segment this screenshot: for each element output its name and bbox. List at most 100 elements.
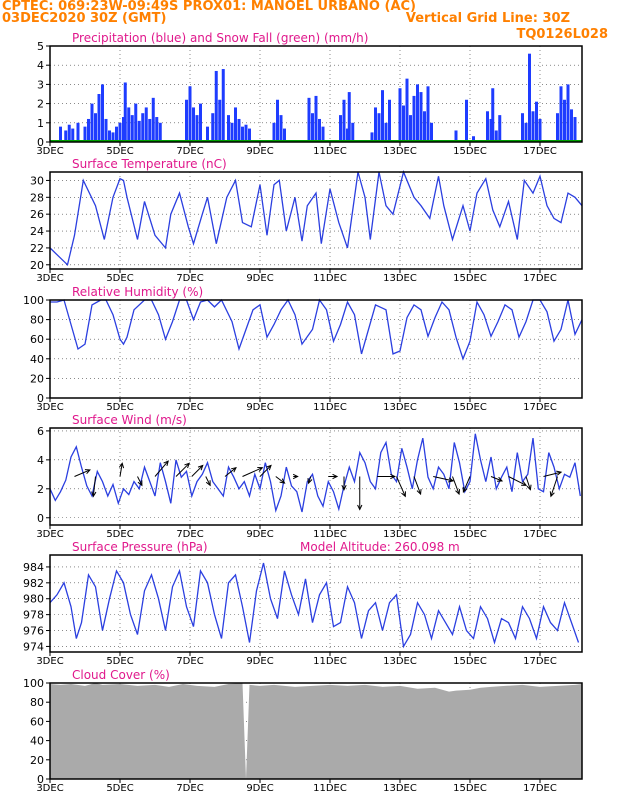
precip-bar <box>563 99 566 142</box>
precip-bar <box>158 122 162 142</box>
precip-bar <box>423 111 426 142</box>
x-tick-label: 3DEC <box>36 656 63 667</box>
precip-bar <box>426 86 430 142</box>
x-tick-label: 9DEC <box>246 273 273 284</box>
wind-vector <box>205 476 211 487</box>
precip-bar <box>494 130 498 142</box>
wind-vector <box>118 462 125 477</box>
wind-vector <box>307 476 313 485</box>
x-tick-label: 15DEC <box>453 402 487 413</box>
y-tick-label: 2 <box>37 483 44 496</box>
panel-title: Relative Humidity (%) <box>72 285 203 299</box>
wind-vector <box>433 476 455 483</box>
precip-bar <box>244 124 248 142</box>
precip-bar <box>388 99 391 142</box>
y-tick-label: 978 <box>23 609 44 622</box>
precip-bar <box>430 122 433 142</box>
panel-title: Surface Pressure (hPa) <box>72 540 208 554</box>
precip-bar <box>307 97 311 142</box>
y-tick-label: 20 <box>30 259 44 272</box>
precip-bar <box>115 126 118 142</box>
precip-bar <box>59 126 62 142</box>
x-tick-label: 11DEC <box>313 273 347 284</box>
precip-bar <box>218 99 222 142</box>
x-tick-label: 9DEC <box>246 783 273 794</box>
precip-bar <box>346 128 349 142</box>
panel-frame <box>49 45 583 143</box>
precip-bar <box>531 111 535 142</box>
panel-title: Surface Wind (m/s) <box>72 413 187 427</box>
x-tick-label: 7DEC <box>176 529 203 540</box>
precip-bar <box>339 115 342 142</box>
station-header: CPTEC: 069:23W-09:49S PROX01: MANOEL URB… <box>2 0 416 14</box>
precip-bar <box>381 90 384 142</box>
precip-bar <box>118 122 122 142</box>
precip-bar <box>419 92 423 142</box>
precip-bar <box>230 122 234 142</box>
precip-bar <box>221 69 225 142</box>
panel-humidity: Relative Humidity (%) 0 20 40 60 80 100 3DEC 5DE… <box>23 285 583 413</box>
precip-bar <box>472 136 475 142</box>
precip-bar <box>454 130 458 142</box>
wind-vector <box>413 476 422 496</box>
precip-bar <box>155 117 159 142</box>
grid-note: Vertical Grid Line: 30Z <box>405 11 570 26</box>
precip-bar <box>566 84 570 142</box>
x-tick-label: 17DEC <box>523 529 557 540</box>
precip-bar <box>398 88 402 142</box>
y-tick-label: 0 <box>37 512 44 525</box>
y-tick-label: 4 <box>37 59 44 72</box>
x-tick-label: 5DEC <box>106 783 133 794</box>
precip-bar <box>192 107 195 142</box>
x-tick-label: 11DEC <box>313 656 347 667</box>
precip-bar <box>108 130 111 142</box>
precip-bar <box>134 103 138 142</box>
precip-bar <box>130 115 134 142</box>
y-tick-label: 0 <box>37 773 44 786</box>
x-tick-label: 11DEC <box>313 783 347 794</box>
y-tick-label: 982 <box>23 577 44 590</box>
precip-bar <box>283 128 286 142</box>
date-header: 03DEC2020 30Z (GMT) <box>2 11 167 26</box>
precip-bar <box>83 126 87 142</box>
panel-frame <box>49 682 583 780</box>
y-tick-label: 3 <box>37 78 44 91</box>
wind-vector <box>275 476 286 484</box>
precip-bar <box>314 95 318 142</box>
x-tick-label: 13DEC <box>383 402 417 413</box>
x-tick-label: 17DEC <box>523 783 557 794</box>
x-tick-label: 15DEC <box>453 783 487 794</box>
panel-pressure: Surface Pressure (hPa) Model Altitude: 26… <box>23 540 583 667</box>
precip-bar <box>559 86 563 142</box>
precip-bar <box>127 107 131 142</box>
y-tick-label: 2 <box>37 98 44 111</box>
precip-bar <box>311 113 314 142</box>
precip-bar <box>227 115 230 142</box>
series-line <box>50 298 583 361</box>
y-tick-label: 22 <box>30 242 44 255</box>
x-tick-label: 3DEC <box>36 273 63 284</box>
precip-bar <box>137 120 141 142</box>
x-tick-label: 5DEC <box>106 402 133 413</box>
x-tick-label: 9DEC <box>246 146 273 157</box>
precip-bar <box>412 95 416 142</box>
altitude-annotation: Model Altitude: 260.098 m <box>300 540 460 554</box>
wind-vector <box>328 473 339 480</box>
wind-vector <box>377 473 396 480</box>
precip-bar <box>123 82 127 142</box>
precip-bar <box>71 128 75 142</box>
x-tick-label: 7DEC <box>176 402 203 413</box>
x-tick-label: 7DEC <box>176 656 203 667</box>
y-tick-label: 5 <box>37 40 44 53</box>
precip-bar <box>347 92 351 142</box>
precip-bar <box>188 86 192 142</box>
x-tick-label: 5DEC <box>106 529 133 540</box>
x-tick-label: 9DEC <box>246 656 273 667</box>
wind-vector <box>543 470 563 477</box>
precip-bar <box>111 132 115 142</box>
precip-bar <box>570 109 573 142</box>
precip-bar <box>148 118 152 142</box>
panel-cloud-cover: Cloud Cover (%) 0 20 40 60 80 100 3DEC 5DEC 7DEC 9… <box>23 668 583 794</box>
y-tick-label: 24 <box>30 225 44 238</box>
